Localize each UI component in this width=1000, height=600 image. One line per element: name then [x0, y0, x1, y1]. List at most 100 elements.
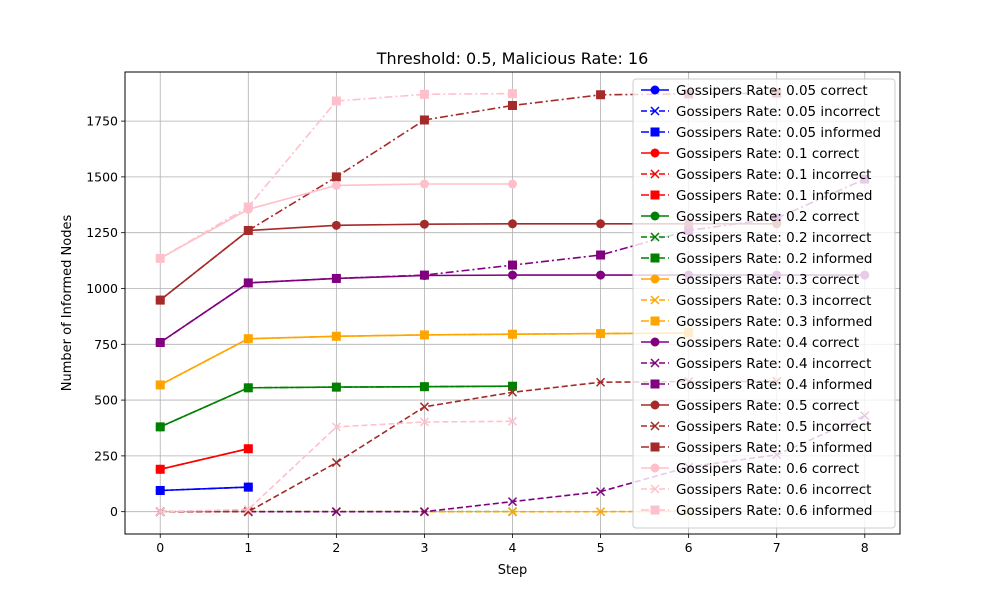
legend-entry: Gossipers Rate: 0.6 correct: [641, 461, 859, 477]
data-point: [508, 219, 517, 229]
x-tick-label: 0: [156, 540, 164, 555]
legend-entry: Gossipers Rate: 0.5 incorrect: [641, 419, 871, 435]
data-point: [243, 383, 253, 393]
data-point: [243, 482, 253, 492]
legend-marker: [650, 106, 660, 116]
legend-label: Gossipers Rate: 0.4 correct: [676, 335, 859, 351]
data-point: [508, 381, 517, 391]
legend-entry: Gossipers Rate: 0.05 informed: [641, 125, 881, 141]
legend-entry: Gossipers Rate: 0.5 correct: [641, 398, 859, 414]
data-point: [155, 338, 165, 348]
legend-marker: [650, 211, 660, 221]
data-point: [508, 179, 517, 189]
y-tick-label: 250: [94, 448, 118, 463]
y-tick-label: 0: [110, 504, 118, 519]
x-tick-label: 3: [420, 540, 428, 555]
x-tick-label: 8: [861, 540, 869, 555]
legend-marker: [650, 400, 660, 410]
data-point: [331, 180, 341, 190]
data-point: [508, 260, 517, 270]
data-point: [331, 220, 341, 230]
data-point: [419, 270, 429, 280]
data-point: [331, 507, 341, 517]
series-19: [155, 416, 518, 517]
data-point: [331, 273, 341, 283]
legend-entry: Gossipers Rate: 0.2 incorrect: [641, 230, 871, 246]
data-point: [507, 416, 518, 426]
y-tick-label: 1000: [86, 281, 118, 296]
legend-marker: [650, 295, 660, 305]
y-tick-label: 1750: [86, 114, 118, 129]
data-point: [243, 334, 253, 344]
legend-entry: Gossipers Rate: 0.1 incorrect: [641, 167, 871, 183]
data-point: [331, 422, 341, 432]
data-point: [508, 89, 517, 99]
y-tick-label: 750: [94, 337, 118, 352]
data-point: [507, 507, 518, 517]
x-tick-label: 6: [685, 540, 693, 555]
legend-box: [632, 78, 896, 529]
legend: Gossipers Rate: 0.05 correct Gossipers Ra…: [632, 78, 896, 529]
legend-marker: [650, 442, 660, 452]
legend-entry: Gossipers Rate: 0.4 informed: [641, 377, 873, 393]
legend-label: Gossipers Rate: 0.2 informed: [676, 251, 873, 267]
series-8: [155, 381, 517, 432]
legend-entry: Gossipers Rate: 0.3 incorrect: [641, 293, 871, 309]
data-point: [508, 100, 517, 110]
data-point: [419, 115, 429, 125]
legend-marker: [650, 463, 660, 473]
data-point: [419, 507, 429, 517]
data-point: [596, 377, 606, 387]
series-2: [155, 482, 253, 495]
legend-marker: [650, 232, 660, 242]
data-point: [596, 270, 606, 280]
legend-marker: [650, 484, 660, 494]
legend-label: Gossipers Rate: 0.3 informed: [676, 314, 873, 330]
legend-marker: [650, 253, 660, 263]
data-point: [331, 382, 341, 392]
series-line: [160, 447, 249, 471]
legend-entry: Gossipers Rate: 0.5 informed: [641, 440, 873, 456]
y-axis-label: Number of Informed Nodes: [60, 215, 75, 392]
data-point: [508, 329, 517, 339]
data-point: [155, 295, 165, 305]
legend-entry: Gossipers Rate: 0.1 correct: [641, 146, 859, 162]
legend-entry: Gossipers Rate: 0.6 incorrect: [641, 482, 871, 498]
data-point: [419, 89, 429, 99]
legend-entry: Gossipers Rate: 0.05 incorrect: [641, 104, 880, 120]
data-point: [331, 331, 341, 341]
legend-marker: [650, 421, 660, 431]
legend-marker: [650, 316, 660, 326]
legend-marker: [650, 379, 660, 389]
data-point: [331, 96, 341, 106]
legend-marker: [650, 169, 660, 179]
data-point: [419, 417, 429, 427]
series-5: [155, 444, 253, 474]
series-line: [159, 92, 513, 260]
data-point: [596, 250, 606, 260]
legend-label: Gossipers Rate: 0.05 incorrect: [676, 104, 880, 120]
data-point: [155, 380, 165, 390]
legend-label: Gossipers Rate: 0.1 correct: [676, 146, 859, 162]
data-point: [596, 329, 606, 339]
legend-marker: [650, 148, 660, 158]
data-point: [155, 507, 165, 517]
series-20: [155, 89, 517, 263]
series-3: [155, 444, 253, 474]
data-point: [243, 444, 253, 454]
legend-entry: Gossipers Rate: 0.05 correct: [641, 83, 868, 99]
y-tick-label: 500: [94, 393, 118, 408]
data-point: [596, 90, 606, 100]
x-tick-label: 7: [773, 540, 781, 555]
legend-entry: Gossipers Rate: 0.2 correct: [641, 209, 859, 225]
data-point: [507, 497, 518, 507]
legend-label: Gossipers Rate: 0.6 correct: [676, 461, 859, 477]
legend-label: Gossipers Rate: 0.4 informed: [676, 377, 873, 393]
legend-marker: [650, 127, 660, 137]
data-point: [419, 402, 429, 412]
legend-label: Gossipers Rate: 0.1 informed: [676, 188, 873, 204]
x-tick-label: 1: [244, 540, 252, 555]
data-point: [243, 278, 253, 288]
data-point: [155, 464, 165, 474]
